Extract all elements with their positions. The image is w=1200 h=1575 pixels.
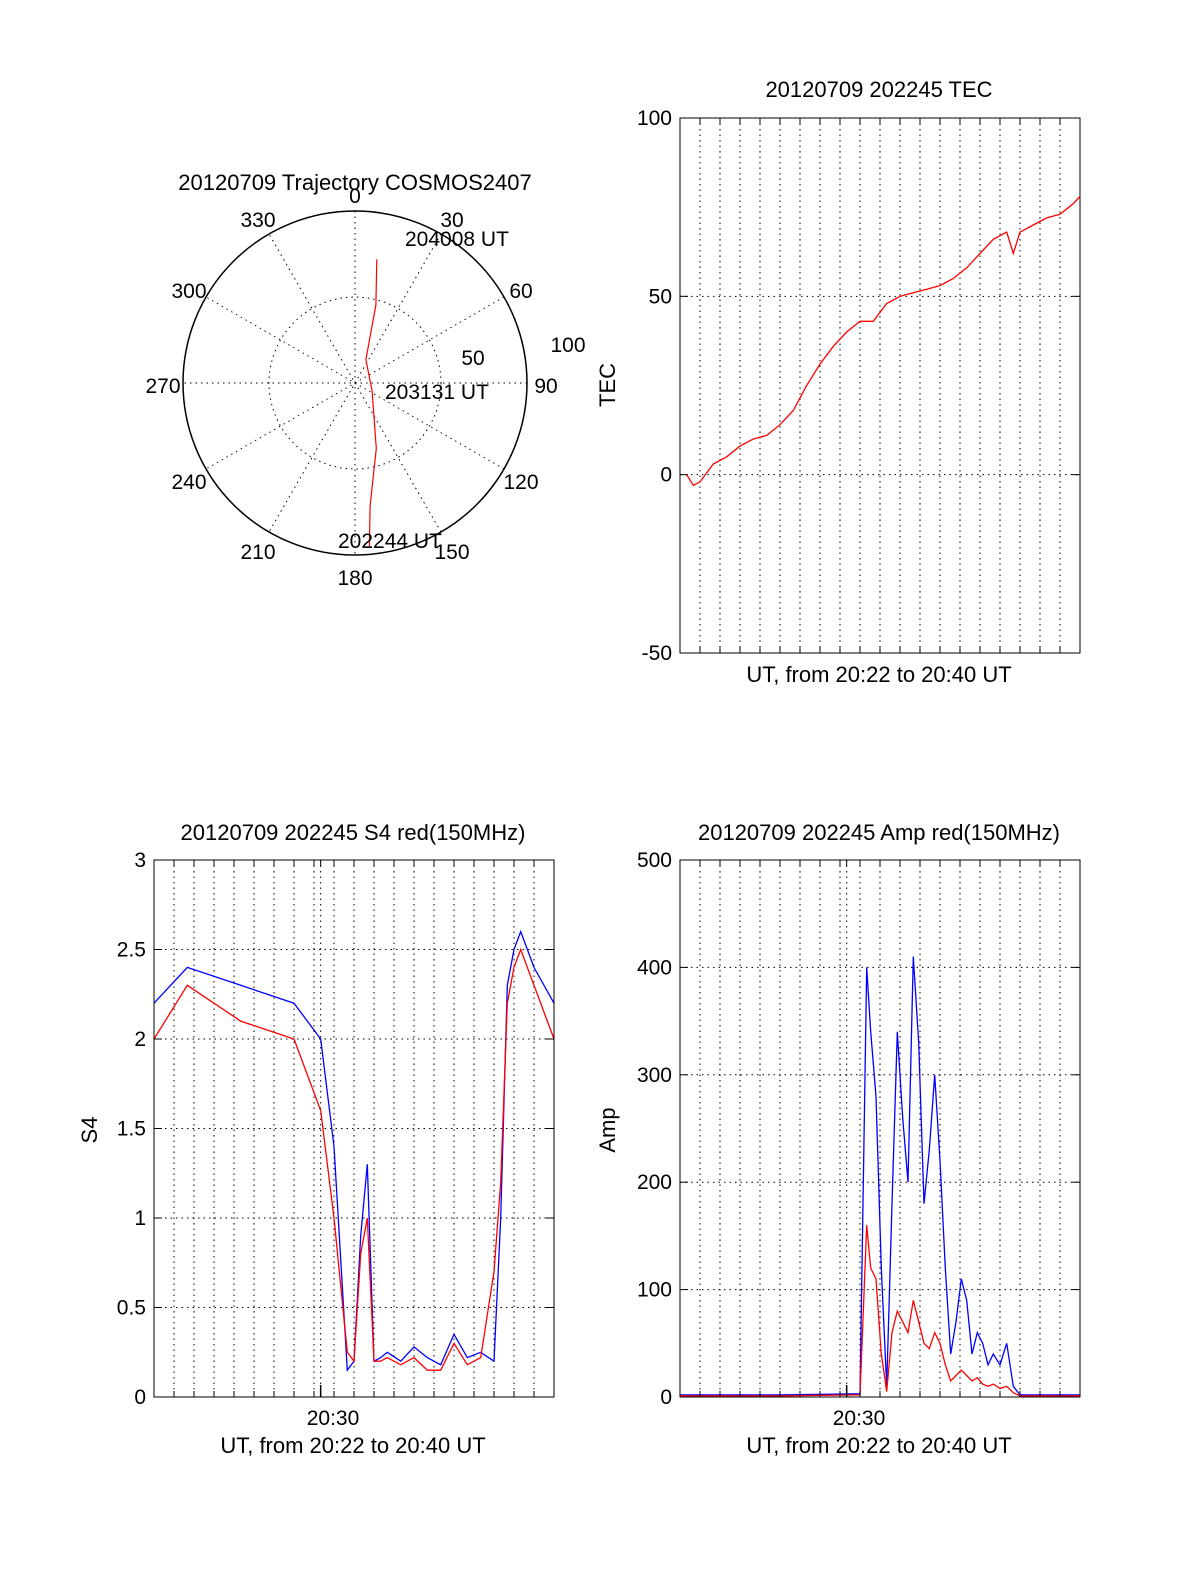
polar-spokes (183, 211, 527, 555)
amp-y-tick-label: 400 (637, 956, 672, 979)
trajectory-track (365, 259, 378, 548)
tec-title: 20120709 202245 TEC (765, 77, 992, 102)
s4-title: 20120709 202245 S4 red(150MHz) (181, 820, 526, 845)
amp-axes-box (679, 859, 1081, 1398)
amp-title: 20120709 202245 Amp red(150MHz) (698, 820, 1060, 845)
tec-x-ticks (699, 118, 1061, 653)
s4-y-tick-label: 1 (134, 1207, 146, 1230)
s4-y-tick-label: 0 (134, 1386, 146, 1409)
tec-series (686, 196, 1081, 487)
azimuth-label: 120 (503, 471, 538, 494)
amp-y-tick-label: 300 (637, 1064, 672, 1087)
tec-y-ticks: -50 0 50 100 (637, 107, 1080, 665)
amp-series (680, 956, 1080, 1397)
amp-y-tick-label: 100 (637, 1279, 672, 1302)
amp-series-red (680, 1225, 1080, 1397)
s4-y-tick-label: 2 (134, 1028, 146, 1051)
azimuth-label: 150 (434, 541, 469, 564)
s4-y-tick-label: 2.5 (117, 939, 146, 962)
tec-y-tick-label: 0 (660, 464, 672, 487)
azimuth-label: 0 (349, 185, 361, 208)
amp-y-ticks: 0 100 200 300 400 500 (637, 849, 1080, 1409)
amp-series-blue (680, 956, 1080, 1396)
s4-series (153, 929, 555, 1373)
s4-plot: 20120709 202245 S4 red(150MHz) 0 0.5 1 1.5 2… (77, 820, 555, 1458)
amp-y-tick-label: 500 (637, 849, 672, 872)
trajectory-title: 20120709 Trajectory COSMOS2407 (178, 170, 531, 195)
azimuth-label: 180 (337, 567, 372, 590)
amp-x-ticks (699, 860, 1061, 1397)
track-end-time-label: 204008 UT (405, 228, 509, 251)
s4-y-tick-label: 1.5 (117, 1118, 146, 1141)
s4-y-tick-label: 3 (134, 849, 146, 872)
azimuth-label: 90 (534, 375, 557, 398)
tec-y-tick-label: -50 (642, 642, 672, 665)
tec-y-axis-label: TEC (595, 363, 620, 407)
tec-series-red (686, 196, 1081, 487)
s4-y-ticks: 0 0.5 1 1.5 2 2.5 3 (117, 849, 554, 1409)
azimuth-label: 60 (509, 280, 532, 303)
track-mid-time-label: 203131 UT (385, 381, 489, 404)
azimuth-label: 330 (240, 209, 275, 232)
s4-axes-box (153, 859, 555, 1398)
tec-plot: 20120709 202245 TEC -50 0 50 100 UT, from 2… (595, 77, 1081, 687)
azimuth-label: 210 (240, 541, 275, 564)
azimuth-label: 240 (171, 471, 206, 494)
azimuth-label: 270 (145, 375, 180, 398)
amp-y-axis-label: Amp (595, 1107, 620, 1152)
s4-x-axis-label: UT, from 20:22 to 20:40 UT (220, 1433, 485, 1458)
amp-y-tick-label: 0 (660, 1386, 672, 1409)
polar-azimuth-labels: 0 30 60 90 120 150 180 210 240 270 300 3… (145, 185, 557, 590)
tec-grid (680, 118, 1080, 653)
polar-spoke (268, 233, 442, 533)
track-start-time-label: 202244 UT (338, 530, 442, 553)
s4-series-red (153, 947, 555, 1371)
amp-x-tick-label: 20:30 (833, 1407, 886, 1430)
amp-grid (680, 860, 1080, 1397)
amp-x-axis-label: UT, from 20:22 to 20:40 UT (746, 1433, 1011, 1458)
tec-axes-box (679, 117, 1081, 654)
s4-y-axis-label: S4 (77, 1117, 102, 1144)
s4-series-blue (153, 929, 555, 1373)
tec-x-axis-label: UT, from 20:22 to 20:40 UT (746, 662, 1011, 687)
s4-x-ticks (173, 860, 535, 1397)
s4-y-tick-label: 0.5 (117, 1297, 146, 1320)
azimuth-label: 30 (440, 209, 463, 232)
azimuth-label: 300 (171, 280, 206, 303)
amp-y-tick-label: 200 (637, 1171, 672, 1194)
trajectory-polar-plot: 20120709 Trajectory COSMOS2407 0 30 60 9… (145, 170, 585, 590)
radius-label: 100 (550, 334, 585, 357)
amp-plot: 20120709 202245 Amp red(150MHz) 0 100 200 3… (595, 820, 1081, 1458)
tec-y-tick-label: 100 (637, 107, 672, 130)
tec-y-tick-label: 50 (649, 285, 672, 308)
radius-label: 50 (461, 347, 484, 370)
polar-inner-circle (268, 296, 442, 470)
s4-x-tick-label: 20:30 (307, 1407, 360, 1430)
s4-grid (154, 860, 554, 1397)
